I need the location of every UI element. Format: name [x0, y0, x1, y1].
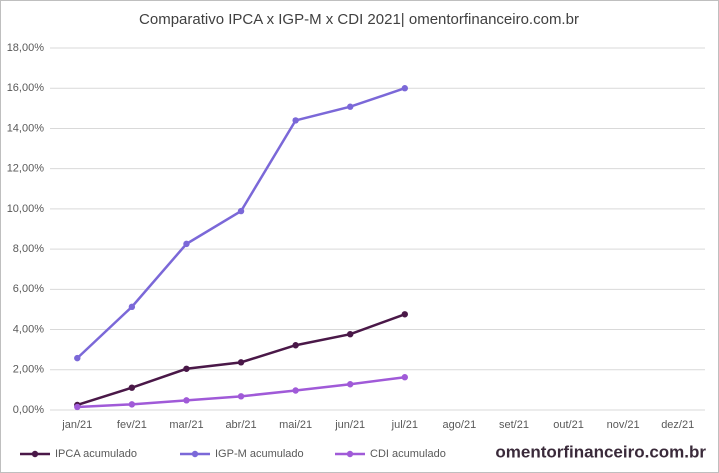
- x-tick-label: ago/21: [443, 419, 477, 431]
- x-tick-label: out/21: [553, 419, 584, 431]
- data-point: [347, 103, 354, 110]
- y-tick-label: 12,00%: [7, 163, 45, 175]
- legend-marker: [346, 450, 354, 458]
- data-point: [183, 240, 190, 248]
- x-tick-label: nov/21: [607, 419, 640, 431]
- chart-title: Comparativo IPCA x IGP-M x CDI 2021| ome…: [139, 11, 579, 28]
- x-tick-label: jun/21: [334, 419, 365, 431]
- data-point: [183, 365, 190, 372]
- x-tick-label: jul/21: [391, 419, 418, 431]
- y-tick-label: 8,00%: [13, 243, 44, 255]
- x-tick-label: fev/21: [117, 419, 147, 431]
- y-tick-label: 10,00%: [7, 203, 45, 215]
- data-point: [347, 330, 354, 338]
- data-point: [292, 117, 299, 124]
- y-tick-label: 6,00%: [13, 283, 44, 295]
- y-tick-label: 14,00%: [7, 122, 45, 134]
- data-point: [237, 393, 245, 400]
- legend-label: CDI acumulado: [370, 448, 446, 460]
- y-tick-label: 4,00%: [13, 323, 44, 335]
- data-point: [401, 85, 408, 92]
- legend-marker: [31, 450, 39, 458]
- data-point: [292, 342, 299, 349]
- x-tick-label: mai/21: [279, 419, 312, 431]
- data-point: [347, 381, 354, 388]
- x-tick-label: jan/21: [61, 419, 92, 431]
- x-tick-label: set/21: [499, 419, 529, 431]
- data-point: [237, 207, 245, 215]
- y-tick-label: 2,00%: [13, 364, 44, 376]
- x-tick-label: abr/21: [225, 419, 256, 431]
- x-tick-label: mar/21: [169, 419, 203, 431]
- data-point: [401, 311, 408, 318]
- legend-label: IGP-M acumulado: [215, 448, 304, 460]
- y-tick-label: 18,00%: [7, 42, 45, 54]
- legend-label: IPCA acumulado: [55, 448, 137, 460]
- legend-marker: [191, 450, 199, 458]
- y-tick-label: 0,00%: [13, 404, 44, 416]
- data-point: [74, 354, 81, 362]
- data-point: [128, 384, 136, 391]
- watermark: omentorfinanceiro.com.br: [495, 442, 706, 461]
- data-point: [401, 374, 408, 381]
- data-point: [183, 397, 190, 404]
- data-point: [128, 401, 136, 408]
- data-point: [292, 387, 299, 394]
- x-tick-label: dez/21: [661, 419, 694, 431]
- data-point: [128, 303, 136, 311]
- data-point: [74, 403, 81, 411]
- y-tick-label: 16,00%: [7, 82, 45, 94]
- data-point: [237, 359, 245, 366]
